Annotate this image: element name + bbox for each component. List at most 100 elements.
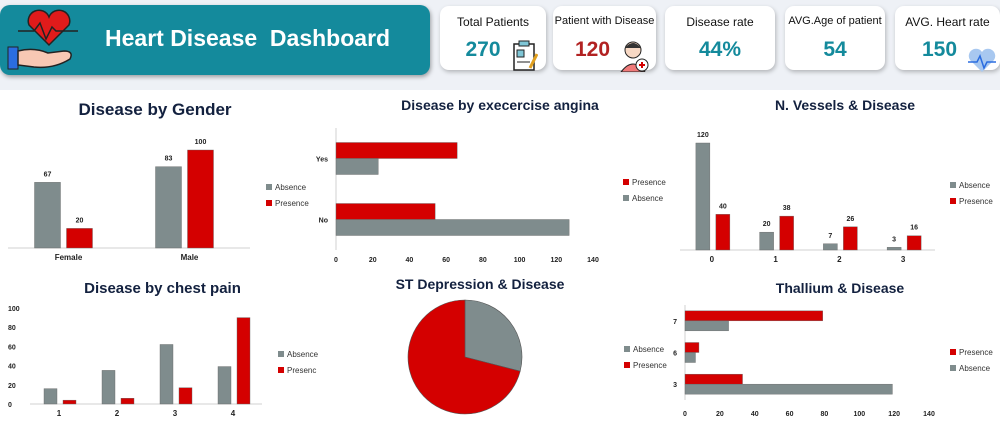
bar-absence	[34, 182, 61, 249]
bar-absence	[335, 219, 570, 236]
x-tick-label: 0	[710, 255, 715, 264]
bar-absence	[823, 243, 838, 251]
kpi-value: 270	[465, 38, 501, 61]
x-tick-label: 120	[888, 411, 900, 418]
x-tick-label: 40	[406, 257, 414, 264]
legend-swatch-presence	[623, 179, 629, 185]
data-label: 20	[76, 217, 84, 224]
data-label: 16	[910, 225, 918, 232]
legend-swatch-presence	[266, 200, 272, 206]
bar-presence	[62, 399, 77, 405]
x-tick-label: Male	[181, 253, 199, 262]
y-tick-label: 0	[8, 402, 12, 409]
x-tick-label: 3	[173, 409, 178, 418]
bar-absence	[159, 344, 174, 405]
kpi-value: 120	[574, 38, 611, 61]
sick-patient-icon	[620, 41, 649, 72]
x-tick-label: 2	[115, 409, 120, 418]
x-tick-label: 100	[853, 411, 865, 418]
legend-label-presence: Presenc	[287, 366, 316, 375]
dashboard-title: Heart Disease Dashboard	[105, 25, 391, 51]
bar-absence	[684, 352, 696, 363]
bar-presence	[178, 387, 193, 405]
clipboard-icon	[513, 40, 538, 71]
x-tick-label: 120	[550, 257, 562, 264]
legend-label-presence: Presence	[633, 361, 667, 370]
kpi-disease-rate: Disease rate 44%	[665, 6, 775, 70]
x-tick-label: 1	[57, 409, 62, 418]
x-tick-label: 3	[901, 255, 906, 264]
legend-swatch-absence	[950, 182, 956, 188]
pie-slice-presence	[407, 299, 521, 415]
bar-presence	[236, 317, 251, 405]
legend-swatch-absence	[623, 195, 629, 201]
kpi-total-patients: Total Patients 270	[440, 6, 546, 71]
kpi-patients-with-disease: Patient with Disease 120	[553, 6, 656, 72]
x-tick-label: 0	[334, 257, 338, 264]
bar-absence	[886, 247, 902, 251]
data-label: 40	[719, 203, 727, 210]
data-label: 3	[892, 236, 896, 243]
x-tick-label: 40	[751, 411, 759, 418]
data-label: 38	[783, 205, 791, 212]
y-tick-label: 20	[8, 383, 16, 390]
bar-presence	[66, 228, 93, 249]
x-tick-label: 60	[786, 411, 794, 418]
bar-absence	[155, 166, 182, 249]
y-tick-label: 100	[8, 306, 20, 313]
chart-title-st-depression: ST Depression & Disease	[395, 276, 565, 292]
y-tick-label: 40	[8, 364, 16, 371]
data-label: 7	[828, 233, 832, 240]
x-tick-label: 1	[773, 255, 778, 264]
legend-label-absence: Absence	[633, 345, 665, 354]
legend-swatch-presence	[950, 349, 956, 355]
legend-label-presence: Presence	[632, 178, 666, 187]
legend-label-absence: Absence	[959, 364, 991, 373]
dashboard-title-card: Heart Disease Dashboard	[0, 5, 430, 75]
kpi-label: AVG. Heart rate	[905, 15, 990, 29]
y-tick-label: 3	[673, 382, 677, 389]
data-label: 120	[697, 132, 709, 139]
chart-title-gender: Disease by Gender	[78, 100, 232, 119]
y-tick-label: Yes	[316, 157, 328, 164]
legend-swatch-presence	[624, 362, 630, 368]
bar-absence	[101, 370, 116, 405]
pie-slice-absence	[464, 299, 523, 372]
legend-label-absence: Absence	[959, 181, 991, 190]
bar-presence	[187, 149, 214, 249]
legend-swatch-absence	[950, 365, 956, 371]
kpi-label: Disease rate	[686, 15, 754, 29]
data-label: 83	[165, 156, 173, 163]
y-tick-label: 6	[673, 351, 677, 358]
bar-presence	[843, 226, 858, 251]
bar-presence	[906, 235, 922, 251]
bar-presence	[335, 142, 458, 159]
data-label: 20	[763, 221, 771, 228]
kpi-value: 54	[823, 38, 847, 61]
bar-absence	[695, 142, 711, 251]
data-label: 100	[195, 139, 207, 146]
chart-title-chest-pain: Disease by chest pain	[84, 280, 241, 297]
legend-label-absence: Absence	[287, 350, 319, 359]
x-tick-label: 0	[683, 411, 687, 418]
legend-label-absence: Absence	[632, 194, 664, 203]
x-tick-label: 140	[923, 411, 935, 418]
x-tick-label: 60	[442, 257, 450, 264]
chart-title-vessels: N. Vessels & Disease	[774, 97, 916, 113]
legend-label-presence: Presence	[959, 348, 993, 357]
data-label: 67	[44, 171, 52, 178]
heart-in-hand-icon	[7, 9, 78, 70]
kpi-average-heart-rate: AVG. Heart rate 150	[895, 6, 1000, 72]
legend-label-absence: Absence	[275, 183, 307, 192]
y-tick-label: 80	[8, 325, 16, 332]
kpi-label: AVG.Age of patient	[788, 15, 882, 27]
legend-swatch-absence	[266, 184, 272, 190]
legend-label-presence: Presence	[959, 197, 993, 206]
x-tick-label: 140	[587, 257, 599, 264]
legend-swatch-presence	[950, 198, 956, 204]
kpi-label: Patient with Disease	[554, 15, 655, 27]
bar-absence	[43, 388, 58, 405]
y-tick-label: 7	[673, 319, 677, 326]
kpi-value: 150	[921, 38, 958, 61]
